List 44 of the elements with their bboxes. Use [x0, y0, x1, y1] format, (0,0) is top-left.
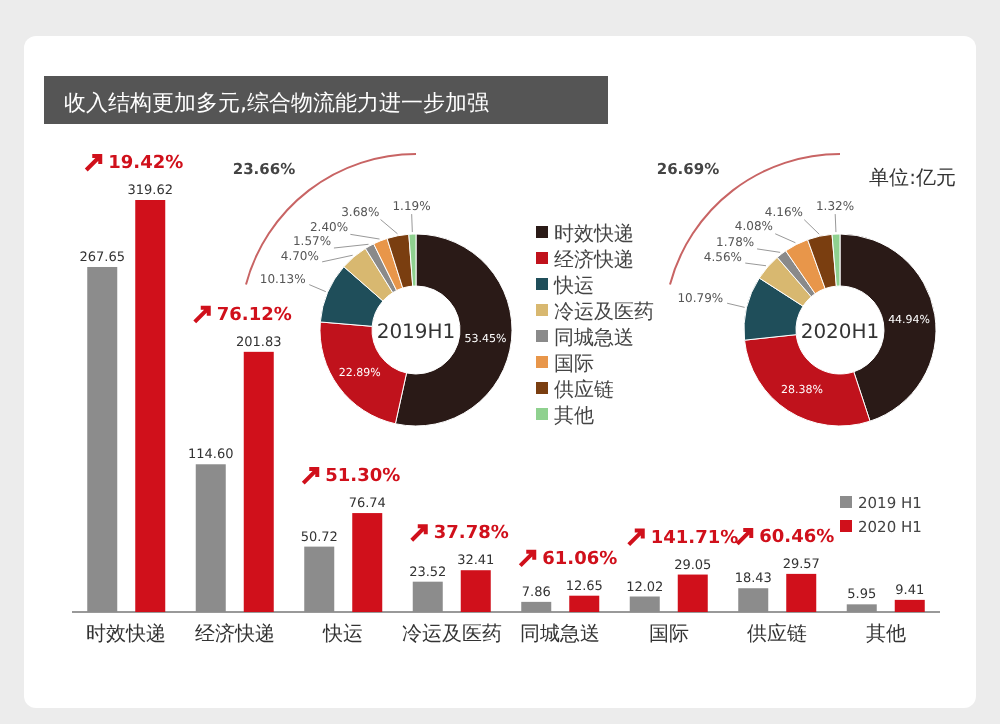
legend-label: 同城急送	[554, 326, 634, 350]
annotation: 37.78%	[433, 524, 509, 545]
bar	[304, 546, 335, 612]
donut-slice	[373, 237, 404, 292]
text: 2019H1	[376, 322, 456, 344]
bar	[195, 464, 226, 612]
legend-label: 国际	[554, 354, 594, 376]
legend-label: 快运	[552, 274, 594, 298]
x-tick-label: 国际	[648, 624, 689, 646]
annotation: 19.42%	[108, 154, 184, 174]
annotation: 141.71%	[650, 528, 739, 549]
bar	[521, 601, 552, 612]
text: 2020H1	[800, 322, 880, 344]
bar	[629, 596, 660, 612]
legend-label: 冷运及医药	[554, 300, 654, 324]
bar	[87, 266, 118, 612]
chart-title: 收入结构更加多元,综合物流能力进一步加强	[64, 90, 489, 116]
annotation: 76.12%	[216, 305, 292, 326]
annotation: 51.30%	[325, 467, 401, 488]
legend-label: 经济快递	[554, 248, 634, 272]
bar	[738, 588, 769, 612]
x-tick-label: 其他	[865, 622, 906, 646]
bar	[894, 599, 925, 612]
x-tick-label: 时效快递	[86, 622, 167, 646]
text: 单位:亿元	[869, 166, 956, 190]
bar	[243, 351, 274, 612]
annotation: 61.06%	[542, 549, 618, 570]
x-tick-label: 快运	[321, 622, 364, 646]
x-tick-label: 供应链	[747, 622, 808, 646]
x-tick-label: 经济快递	[194, 622, 275, 646]
bar	[786, 573, 817, 612]
x-tick-label: 冷运及医药	[401, 622, 502, 646]
legend-label: 时效快递	[554, 222, 634, 246]
annotation: 60.46%	[759, 527, 835, 548]
legend-label: 其他	[554, 404, 594, 428]
bar	[135, 200, 166, 612]
bar	[569, 595, 600, 612]
legend-label: 供应链	[554, 378, 614, 402]
bar	[412, 581, 443, 612]
x-tick-label: 同城急送	[520, 622, 601, 646]
bar	[677, 574, 708, 612]
bar	[846, 604, 877, 612]
bar	[352, 513, 383, 612]
bar	[460, 570, 491, 612]
